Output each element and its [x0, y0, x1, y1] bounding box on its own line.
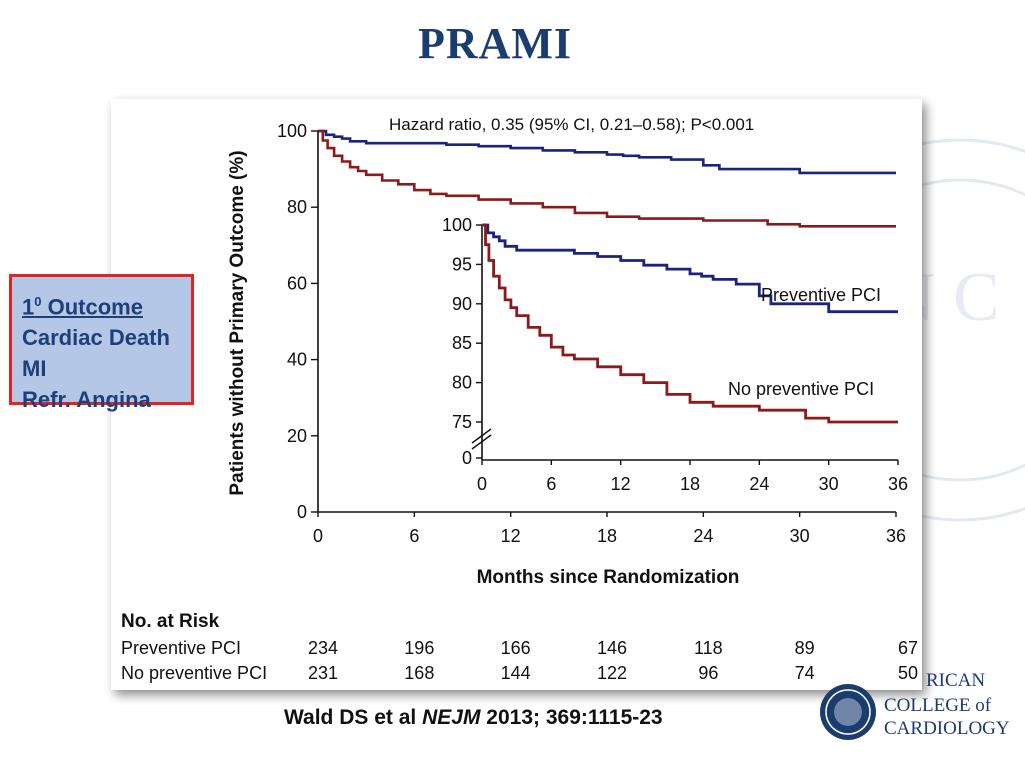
inset-y-tick-label-100: 100 — [442, 215, 472, 235]
citation-authors: Wald DS et al — [284, 706, 423, 729]
primary-outcome-box: 10 Outcome Cardiac Death MI Refr. Angina — [9, 274, 194, 412]
risk-value-no-preventive-pci-month-0: 231 — [308, 663, 338, 683]
inset-y-tick-label-75: 75 — [452, 412, 472, 432]
citation-details: 2013; 369:1115-23 — [480, 706, 663, 729]
main-y-axis: 0 20 40 60 80 100 — [277, 121, 319, 522]
inset-x-tick-label-0: 0 — [477, 474, 487, 494]
risk-value-preventive-pci-month-6: 196 — [404, 638, 434, 658]
main-x-axis-title: Months since Randomization — [477, 567, 740, 588]
outcome-item-mi: MI — [22, 356, 47, 382]
main-y-tick-label-20: 20 — [287, 426, 307, 446]
risk-value-no-preventive-pci-month-12: 144 — [501, 663, 531, 683]
inset-x-tick-label-12: 12 — [611, 474, 631, 494]
main-x-tick-label-36: 36 — [886, 526, 906, 546]
risk-value-preventive-pci-month-18: 146 — [597, 638, 627, 658]
main-series-line-preventive-pci — [318, 129, 896, 175]
series-label-preventive-pci: Preventive PCI — [761, 285, 881, 305]
slide-title: PRAMI — [417, 19, 573, 68]
outcome-heading: 10 Outcome — [22, 286, 191, 322]
main-x-tick-label-0: 0 — [313, 526, 323, 546]
inset-x-tick-label-24: 24 — [749, 474, 769, 494]
main-y-axis-title: Patients without Primary Outcome (%) — [227, 150, 248, 495]
risk-value-no-preventive-pci-month-24: 96 — [698, 663, 718, 683]
risk-value-preventive-pci-month-24: 118 — [694, 638, 723, 658]
inset-y-tick-label-85: 85 — [452, 333, 472, 353]
risk-value-no-preventive-pci-month-18: 122 — [597, 663, 627, 683]
inset-y-tick-label-90: 90 — [452, 294, 472, 314]
acc-logo: RICAN COLLEGE of CARDIOLOGY — [818, 666, 1018, 756]
risk-value-preventive-pci-month-30: 89 — [795, 638, 815, 658]
figure-panel: Hazard ratio, 0.35 (95% CI, 0.21–0.58); … — [111, 99, 922, 690]
risk-value-no-preventive-pci-month-36: 50 — [898, 663, 918, 683]
hazard-ratio-annotation: Hazard ratio, 0.35 (95% CI, 0.21–0.58); … — [389, 115, 754, 134]
risk-row-label-no-preventive: No preventive PCI — [121, 663, 267, 683]
main-x-tick-label-6: 6 — [409, 526, 419, 546]
outcome-item-refr-angina: Refr. Angina — [22, 387, 151, 413]
series-label-no-preventive-pci: No preventive PCI — [728, 379, 874, 399]
outcome-heading-number: 1 — [22, 294, 35, 320]
inset-axis-break — [471, 428, 492, 450]
main-y-tick-label-40: 40 — [287, 350, 307, 370]
main-x-tick-label-24: 24 — [693, 526, 713, 546]
outcome-heading-superscript: 0 — [34, 294, 42, 309]
km-chart: Hazard ratio, 0.35 (95% CI, 0.21–0.58); … — [121, 115, 918, 683]
risk-row-label-preventive: Preventive PCI — [121, 638, 241, 658]
outcome-item-cardiac-death: Cardiac Death — [22, 325, 170, 351]
main-x-tick-label-18: 18 — [597, 526, 617, 546]
inset-x-tick-label-30: 30 — [819, 474, 839, 494]
outcome-heading-text: Outcome — [41, 294, 143, 320]
risk-table-title: No. at Risk — [121, 611, 220, 632]
acc-logo-line-2: COLLEGE of — [884, 695, 992, 716]
main-series-group — [318, 129, 896, 228]
citation: Wald DS et al NEJM 2013; 369:1115-23 — [284, 706, 663, 730]
main-y-tick-label-60: 60 — [287, 273, 307, 293]
main-y-tick-label-100: 100 — [277, 121, 307, 141]
inset-y-tick-label-95: 95 — [452, 254, 472, 274]
inset-series-group — [482, 223, 898, 424]
main-y-tick-label-0: 0 — [297, 502, 307, 522]
inset-x-tick-label-18: 18 — [680, 474, 700, 494]
axis-break-mark-upper — [471, 428, 492, 444]
inset-series-line-no-preventive-pci — [482, 223, 898, 424]
inset-y-tick-label-0: 0 — [462, 448, 472, 468]
citation-journal: NEJM — [422, 706, 481, 729]
acc-seal-icon — [820, 684, 876, 740]
inset-series-line-preventive-pci — [482, 223, 898, 314]
inset-y-tick-label-80: 80 — [452, 373, 472, 393]
risk-value-preventive-pci-month-36: 67 — [898, 638, 918, 658]
inset-chart: Preventive PCI No preventive PCI 0 6 12 18 2… — [442, 215, 908, 494]
axis-break-mark-lower — [471, 434, 492, 450]
main-x-axis: 0 6 12 18 24 30 36 — [313, 511, 906, 546]
risk-value-no-preventive-pci-month-6: 168 — [404, 663, 434, 683]
main-y-tick-label-80: 80 — [287, 197, 307, 217]
main-series-line-no-preventive-pci — [318, 129, 896, 228]
risk-value-preventive-pci-month-0: 234 — [308, 638, 338, 658]
risk-value-no-preventive-pci-month-30: 74 — [795, 663, 815, 683]
main-x-tick-label-30: 30 — [790, 526, 810, 546]
acc-logo-line-1: RICAN — [926, 670, 986, 691]
risk-table: No. at Risk Preventive PCI No preventive… — [121, 611, 918, 683]
acc-logo-line-3: CARDIOLOGY — [884, 718, 1010, 739]
risk-values-group: 234 196 166 146 118 89 67 231 168 144 122 96 74 50 — [308, 638, 918, 683]
inset-x-tick-label-36: 36 — [888, 474, 908, 494]
inset-x-tick-label-6: 6 — [546, 474, 556, 494]
risk-value-preventive-pci-month-12: 166 — [501, 638, 531, 658]
main-x-tick-label-12: 12 — [501, 526, 521, 546]
